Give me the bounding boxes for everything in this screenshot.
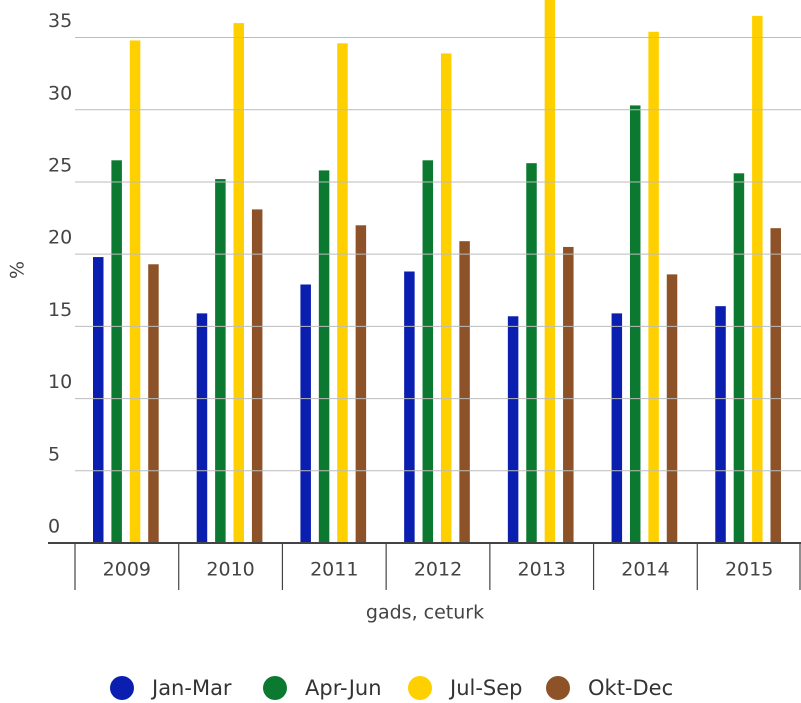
- y-tick-label: 0: [48, 516, 60, 538]
- bar: [215, 179, 226, 543]
- bar: [355, 225, 367, 543]
- legend-swatch: [408, 676, 432, 700]
- y-tick-label: 35: [48, 10, 72, 32]
- x-axis-label: gads, ceturk: [366, 602, 484, 624]
- bar: [526, 163, 537, 543]
- bar: [129, 40, 141, 543]
- x-tick-label: 2012: [414, 559, 462, 581]
- legend-label: Jan-Mar: [150, 676, 232, 700]
- bar: [770, 228, 781, 543]
- bar: [629, 105, 641, 543]
- bar: [233, 23, 245, 543]
- bar: [148, 264, 159, 543]
- x-tick-label: 2013: [518, 559, 566, 581]
- y-tick-label: 15: [48, 299, 72, 321]
- x-tick-label: 2014: [621, 559, 669, 581]
- bar: [318, 170, 330, 543]
- y-axis-label: %: [7, 261, 29, 279]
- bar: [715, 306, 726, 543]
- legend-label: Apr-Jun: [305, 676, 382, 700]
- x-tick-label: 2015: [725, 559, 773, 581]
- bar: [648, 31, 659, 543]
- bar: [251, 209, 263, 543]
- bar: [440, 53, 452, 543]
- bar: [563, 246, 574, 543]
- legend-swatch: [110, 676, 134, 700]
- y-tick-label: 5: [48, 443, 60, 465]
- y-tick-label: 20: [48, 227, 72, 249]
- bar: [459, 241, 470, 543]
- bar: [300, 284, 311, 543]
- bar: [507, 316, 519, 543]
- bar: [544, 0, 556, 543]
- y-tick-label: 30: [48, 82, 72, 104]
- y-tick-label: 10: [48, 371, 72, 393]
- y-tick-label: 25: [48, 154, 72, 176]
- bar: [337, 43, 348, 543]
- bar: [752, 15, 763, 543]
- bars: [93, 0, 781, 543]
- bar: [611, 313, 623, 543]
- x-tick-label: 2011: [310, 559, 358, 581]
- legend-label: Jul-Sep: [448, 676, 523, 700]
- bar: [733, 173, 745, 543]
- bar: [404, 271, 415, 543]
- bar: [111, 160, 122, 543]
- x-tick-label: 2009: [103, 559, 151, 581]
- x-tick-label: 2010: [206, 559, 254, 581]
- bar: [422, 160, 434, 543]
- legend-swatch: [263, 676, 287, 700]
- bar: [666, 274, 678, 543]
- bar: [196, 313, 208, 543]
- bar: [93, 257, 104, 543]
- legend-label: Okt-Dec: [588, 676, 673, 700]
- legend-swatch: [546, 676, 570, 700]
